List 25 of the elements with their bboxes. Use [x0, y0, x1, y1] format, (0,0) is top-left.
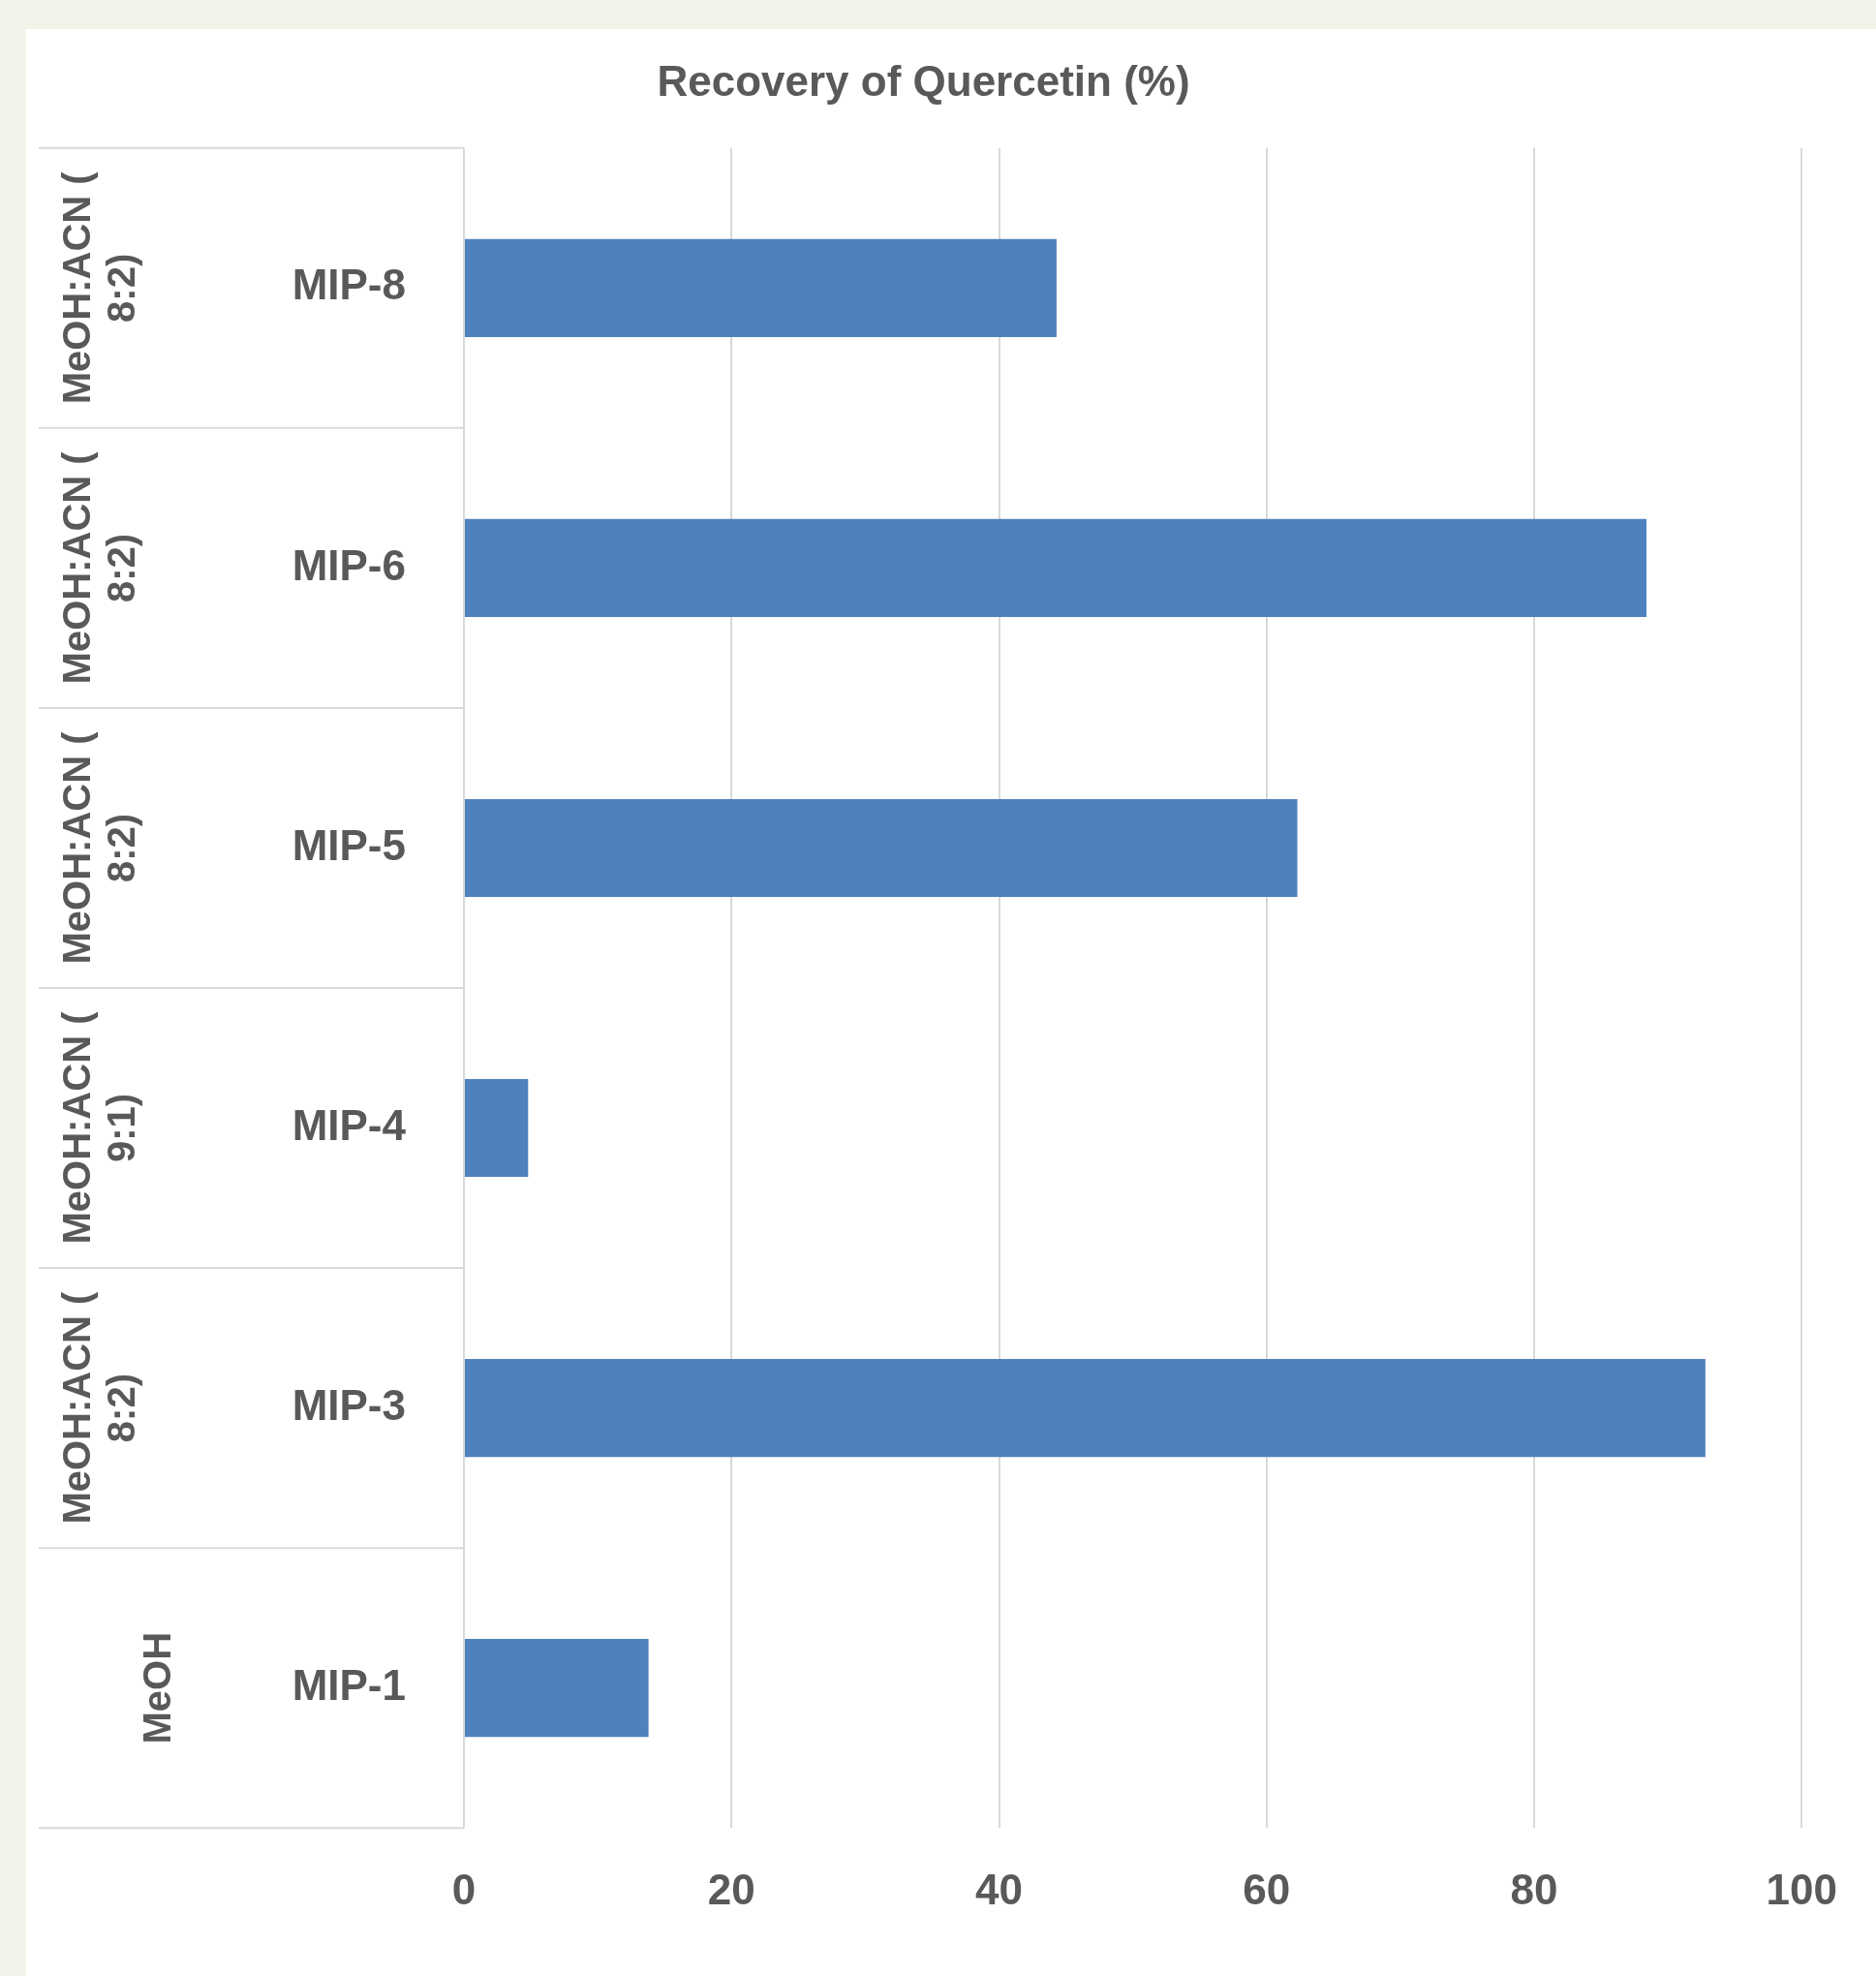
bar [465, 238, 1057, 337]
x-tick-label: 80 [1510, 1865, 1558, 1913]
text: MeOH:ACN (8:2) [55, 730, 143, 965]
text: MeOH:ACN (8:2) [55, 450, 143, 685]
y-tick-label: MIP-6 [292, 540, 406, 589]
x-tick-label: 100 [1766, 1865, 1837, 1913]
y-tick-label: MIP-5 [292, 820, 406, 869]
x-tick-label: 40 [975, 1865, 1023, 1913]
bar [465, 1078, 529, 1178]
x-tick-label: 20 [707, 1865, 755, 1913]
text: MeOH:ACN (9:1) [55, 1010, 143, 1245]
bar [465, 798, 1298, 898]
bar [465, 1359, 1706, 1458]
x-tick-label: 60 [1243, 1865, 1291, 1913]
x-tick-label: 0 [451, 1865, 477, 1913]
y-tick-label: MIP-3 [292, 1380, 406, 1429]
text: MeOH [136, 1631, 179, 1744]
bar [465, 1639, 649, 1738]
y-tick-label: MIP-4 [292, 1100, 407, 1149]
y-tick-label: MIP-8 [292, 261, 406, 309]
chart-title: Recovery of Quercetin (%) [657, 56, 1190, 105]
text: MeOH:ACN (8:2) [55, 1290, 143, 1525]
bar [465, 518, 1647, 617]
text: MeOH:ACN (8:2) [55, 170, 143, 405]
y-tick-label: MIP-1 [292, 1660, 406, 1709]
